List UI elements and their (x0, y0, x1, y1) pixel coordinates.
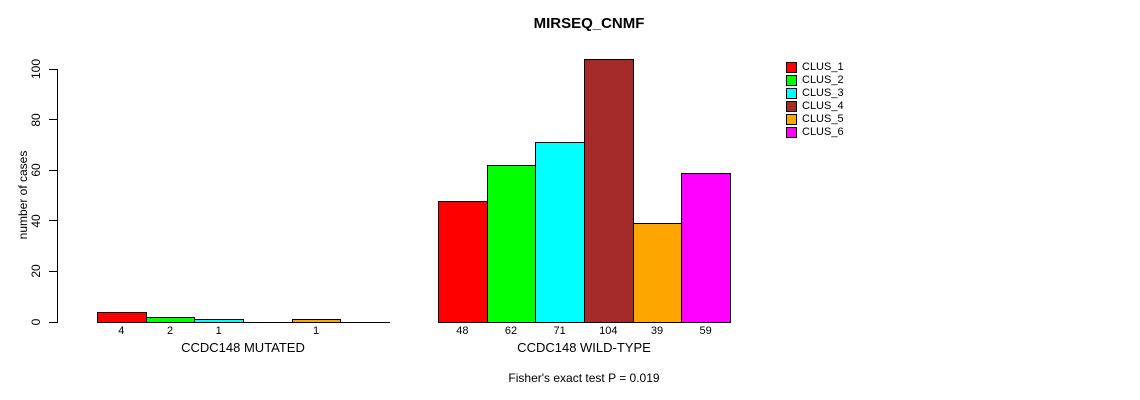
legend-swatch-clus_3 (786, 88, 797, 99)
bar-clus_5-group1 (291, 319, 342, 323)
legend-label: CLUS_2 (802, 74, 844, 86)
legend: CLUS_1 CLUS_2 CLUS_3 CLUS_4 CLUS_5 CLUS_6 (786, 61, 844, 139)
legend-item-clus_6: CLUS_6 (786, 126, 844, 139)
x-axis-group-label: CCDC148 MUTATED (181, 340, 305, 355)
y-axis-tick (49, 270, 57, 273)
bar-value-label: 1 (215, 325, 222, 337)
bar-clus_1-group1 (97, 311, 147, 323)
legend-item-clus_3: CLUS_3 (786, 87, 844, 100)
legend-label: CLUS_6 (802, 126, 844, 138)
y-axis-tick (49, 169, 57, 171)
bar-clus_3-group2 (535, 142, 585, 323)
bar-value-label: 48 (456, 325, 469, 337)
bar-clus_2-group2 (486, 165, 537, 323)
legend-item-clus_2: CLUS_2 (786, 74, 844, 87)
bar-value-label: 1 (312, 325, 320, 337)
legend-swatch-clus_5 (786, 114, 797, 125)
x-axis-group-label: CCDC148 WILD-TYPE (517, 340, 651, 355)
legend-swatch-clus_6 (786, 127, 797, 138)
legend-label: CLUS_1 (802, 61, 844, 73)
y-axis-tick-label: 20 (29, 264, 43, 279)
legend-swatch-clus_4 (786, 101, 797, 112)
y-axis-line (57, 69, 59, 323)
y-axis-tick-label: 80 (29, 112, 43, 127)
legend-swatch-clus_2 (786, 75, 797, 86)
bar-clus_6-group2 (681, 172, 731, 323)
bar-clus_3-group1 (194, 319, 244, 323)
y-axis-tick (49, 220, 57, 222)
y-axis-tick (49, 119, 57, 121)
legend-item-clus_1: CLUS_1 (786, 61, 844, 74)
y-axis-tick (49, 68, 57, 70)
bar-clus_2-group1 (145, 316, 196, 323)
y-axis-tick (49, 321, 57, 323)
legend-item-clus_4: CLUS_4 (786, 100, 844, 113)
legend-label: CLUS_3 (802, 87, 844, 99)
bar-value-label: 71 (553, 325, 566, 337)
fisher-test-annotation: Fisher's exact test P = 0.019 (508, 371, 660, 385)
bar-value-label: 59 (699, 325, 712, 337)
bar-value-label: 39 (650, 325, 664, 337)
y-axis-tick-label: 60 (29, 163, 43, 177)
y-axis-tick-label: 40 (29, 214, 43, 228)
legend-item-clus_5: CLUS_5 (786, 113, 844, 126)
bar-value-label: 62 (504, 325, 518, 337)
bar-value-label: 4 (118, 325, 125, 337)
bar-clus_1-group2 (438, 200, 488, 323)
y-axis-tick-label: 0 (29, 318, 43, 326)
plot-title: MIRSEQ_CNMF (533, 15, 645, 32)
legend-label: CLUS_5 (802, 113, 844, 125)
bar-clus_5-group2 (632, 223, 683, 323)
bar-value-label: 2 (166, 325, 174, 337)
bar-value-label: 104 (599, 325, 618, 337)
legend-swatch-clus_1 (786, 62, 797, 73)
y-axis-tick-label: 100 (29, 58, 43, 80)
legend-label: CLUS_4 (802, 100, 844, 112)
bar-clus_4-group2 (584, 58, 634, 323)
